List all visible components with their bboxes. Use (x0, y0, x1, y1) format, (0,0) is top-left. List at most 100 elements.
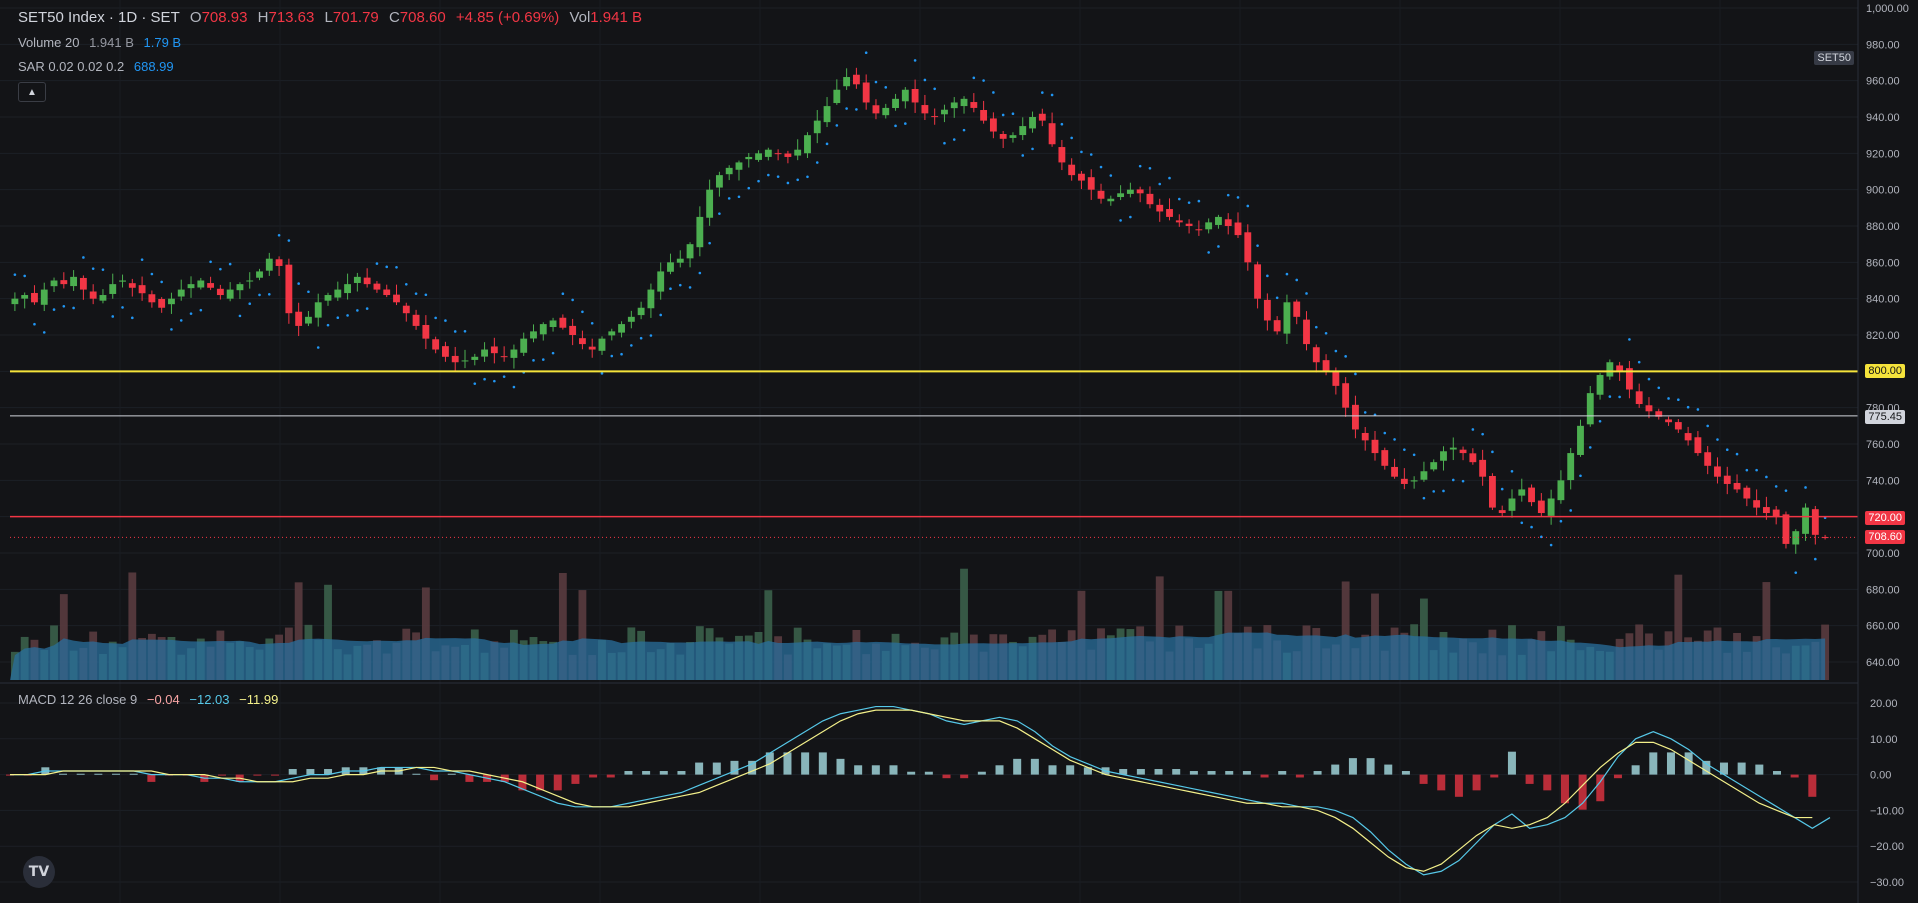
candle-body (823, 106, 831, 123)
candle-body (1528, 487, 1535, 503)
macd-legend[interactable]: MACD 12 26 close 9 −0.04 −12.03 −11.99 (18, 692, 284, 707)
candle-body (931, 116, 939, 118)
low-value: 701.79 (332, 9, 379, 26)
price-tick-label: 880.00 (1866, 221, 1900, 233)
candle-body (1567, 453, 1575, 481)
macd-pane[interactable] (6, 705, 1831, 876)
candle-body (1107, 198, 1115, 202)
sar-dot (82, 256, 85, 259)
sar-dot (1608, 395, 1612, 398)
macd-histogram-bar (977, 771, 986, 775)
candle-body (1254, 264, 1262, 299)
macd-histogram-bar (1631, 765, 1640, 775)
sar-dot (473, 382, 477, 385)
macd-histogram-bar (306, 769, 315, 775)
candle-body (158, 298, 166, 308)
candle-body (1342, 383, 1350, 408)
sar-dot (307, 290, 310, 294)
price-tick-label: 820.00 (1866, 330, 1900, 342)
macd-histogram-bar (59, 773, 68, 775)
macd-histogram-bar (1419, 774, 1428, 784)
candle-body (1782, 514, 1790, 544)
candle-body (696, 216, 704, 248)
candle-body (70, 276, 78, 287)
sar-legend[interactable]: SAR 0.02 0.02 0.2 688.99 (18, 59, 180, 74)
symbol-title[interactable]: SET50 Index · 1D · SET (18, 9, 180, 26)
sar-dots (13, 51, 1827, 574)
candle-body (89, 291, 97, 299)
macd-histogram-bar (589, 774, 598, 778)
sar-dot (1041, 91, 1044, 94)
macd-histogram-bar (677, 771, 686, 775)
macd-histogram-bar (606, 774, 615, 778)
sar-dot (140, 258, 144, 261)
candle-body (549, 320, 557, 328)
candle-body (1400, 478, 1408, 484)
sar-dot (1236, 196, 1240, 199)
close-label: C (388, 9, 400, 26)
horizontal-lines[interactable] (10, 370, 1858, 538)
candle-body (11, 298, 19, 305)
tradingview-logo[interactable]: TV (23, 856, 55, 888)
sar-dot (727, 197, 731, 200)
sar-dot (356, 309, 359, 312)
macd-tick-label: 20.00 (1870, 698, 1898, 710)
candle-body (412, 314, 420, 326)
sar-dot (385, 265, 389, 269)
sar-dot (1500, 487, 1504, 491)
macd-histogram-bar (748, 760, 757, 775)
macd-histogram-bar (553, 774, 562, 791)
candle-body (530, 331, 537, 339)
macd-histogram-bar (712, 762, 721, 775)
candle-body (989, 118, 997, 132)
sar-dot (219, 267, 222, 271)
candle-body (373, 283, 381, 290)
macd-histogram-bar (147, 774, 156, 782)
collapse-legend-button[interactable]: ▲ (18, 82, 46, 102)
sar-dot (1031, 147, 1034, 151)
macd-histogram-bar (1295, 774, 1304, 778)
candle-body (344, 284, 352, 294)
sar-dot (1226, 193, 1230, 197)
candle-body (1293, 301, 1301, 317)
candle-body (1743, 487, 1751, 499)
macd-histogram-bar (324, 769, 333, 775)
sar-dot (189, 312, 193, 315)
sar-dot (688, 286, 692, 289)
macd-tick-label: −20.00 (1870, 841, 1904, 853)
candle-body (1361, 432, 1369, 441)
candle-body (138, 285, 146, 294)
candle-body (539, 324, 547, 335)
volume-legend[interactable]: Volume 20 1.941 B 1.79 B (18, 35, 187, 50)
macd-histogram-bar (253, 774, 262, 776)
candle-body (1557, 480, 1565, 501)
macd-histogram-bar (642, 771, 651, 775)
candle-body (578, 338, 586, 345)
candle-body (119, 280, 126, 282)
sar-dot (414, 292, 418, 295)
sar-dot (815, 161, 819, 164)
candle-body (324, 295, 332, 301)
macd-signal-value: −11.99 (239, 692, 279, 707)
candle-body (1352, 404, 1359, 430)
candle-body (216, 288, 224, 296)
macd-histogram-bar (518, 774, 527, 791)
sar-dot (316, 346, 320, 349)
sar-dot (346, 314, 349, 317)
candle-body (461, 360, 469, 362)
chevron-up-icon: ▲ (27, 86, 37, 98)
macd-tick-label: 0.00 (1870, 770, 1891, 782)
sar-dot (1422, 496, 1426, 500)
candle-body (862, 82, 870, 103)
candle-body (1215, 216, 1222, 225)
candle-body (676, 258, 684, 263)
sar-dot (502, 375, 506, 378)
macd-tick-label: −10.00 (1870, 805, 1904, 817)
sar-dot (1295, 278, 1299, 282)
sar-dot (571, 298, 574, 302)
macd-histogram-bar (1684, 752, 1693, 775)
candle-body (128, 283, 136, 288)
macd-tick-label: 10.00 (1870, 734, 1898, 746)
volume-bar (1155, 576, 1164, 680)
